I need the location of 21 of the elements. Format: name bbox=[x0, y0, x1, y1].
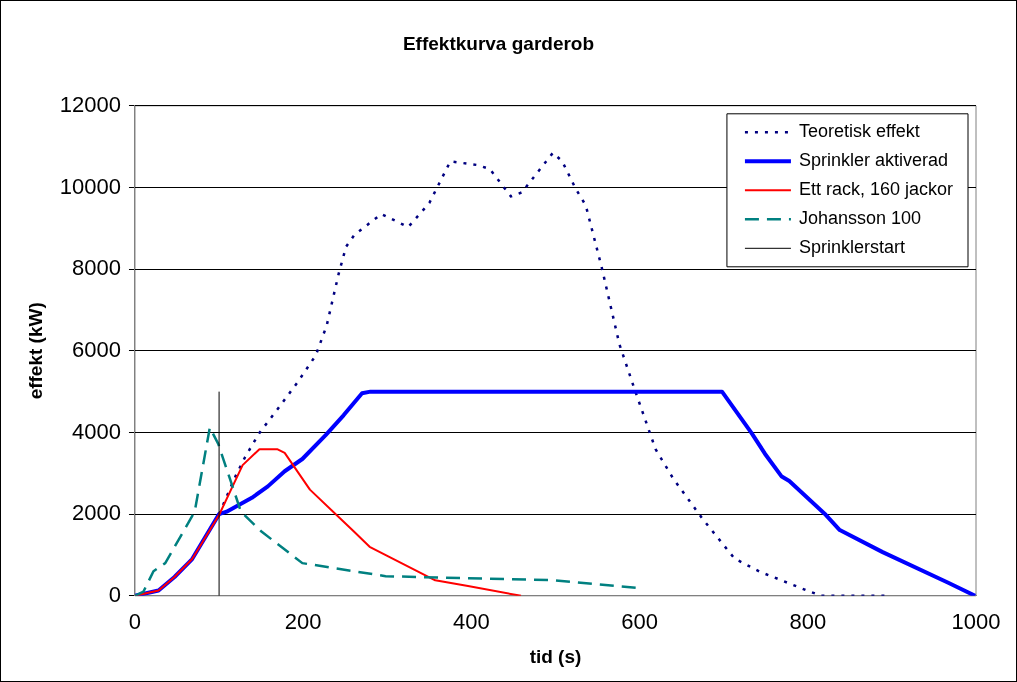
y-tick-label: 12000 bbox=[59, 91, 121, 117]
legend-label: Sprinklerstart bbox=[798, 237, 905, 258]
legend-label: Johansson 100 bbox=[798, 208, 922, 229]
chart-title: Effektkurva garderob bbox=[402, 32, 595, 54]
y-tick-label: 6000 bbox=[72, 336, 121, 362]
legend-label: Ett rack, 160 jackor bbox=[798, 179, 954, 200]
y-axis-title: effekt (kW) bbox=[24, 302, 46, 400]
y-tick-label: 10000 bbox=[59, 173, 121, 199]
y-tick-label: 0 bbox=[108, 581, 121, 607]
x-tick-label: 400 bbox=[453, 609, 490, 635]
legend-label: Sprinkler aktiverad bbox=[798, 150, 948, 171]
x-axis-title: tid (s) bbox=[529, 645, 582, 667]
legend-label: Teoretisk effekt bbox=[798, 121, 920, 142]
x-tick-label: 200 bbox=[284, 609, 322, 635]
y-tick-label: 4000 bbox=[72, 418, 121, 444]
y-tick-label: 8000 bbox=[72, 255, 121, 281]
x-tick-label: 0 bbox=[128, 609, 142, 635]
x-tick-label: 800 bbox=[789, 609, 827, 635]
x-tick-label: 1000 bbox=[951, 609, 1001, 635]
y-tick-label: 2000 bbox=[72, 500, 121, 526]
x-tick-label: 600 bbox=[621, 609, 658, 635]
